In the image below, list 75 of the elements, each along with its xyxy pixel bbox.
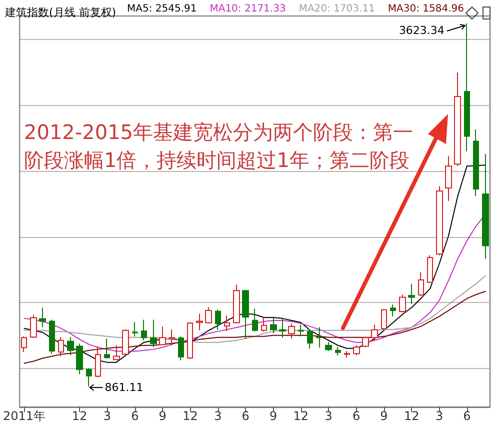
x-tick-label: 9 (380, 409, 388, 423)
candlestick (473, 128, 479, 196)
candlestick (122, 328, 129, 356)
candlestick (169, 328, 175, 346)
candlestick (187, 322, 193, 360)
candlestick (252, 308, 258, 332)
candlestick (288, 323, 295, 340)
candlestick (58, 336, 64, 357)
x-tick-label: 6 (242, 409, 250, 423)
candlestick (325, 342, 332, 352)
annotation: 2012-2015年基建宽松分为两个阶段：第一阶段涨幅1倍，持续时间超过1年；第二阶段 (24, 119, 414, 174)
candlestick (408, 283, 415, 304)
candlestick (270, 317, 277, 334)
candlestick (76, 343, 83, 375)
x-tick-label: 12 (182, 409, 198, 423)
x-tick-label: 6 (463, 409, 471, 423)
candlestick (21, 336, 27, 352)
candlestick (196, 313, 203, 331)
x-tick-label: 3 (324, 409, 332, 423)
candlestick (390, 304, 396, 317)
x-tick-label: 3 (103, 409, 112, 423)
candlestick (178, 336, 184, 361)
text: MA30: 1584.96 (388, 4, 464, 14)
text: MA5: 2545.91 (127, 4, 197, 14)
candlestick (132, 322, 138, 337)
candlestick (482, 154, 489, 260)
candlestick (261, 316, 267, 332)
candlestick (371, 324, 378, 341)
candlestick (353, 344, 360, 356)
candlestick (30, 314, 37, 339)
candlestick (224, 314, 230, 332)
candlestick (454, 72, 461, 166)
candlestick (436, 186, 443, 256)
candlestick (381, 308, 387, 330)
candlestick (316, 326, 323, 348)
candlestick (233, 284, 240, 324)
text: MA20: 1703.11 (298, 4, 375, 14)
x-tick-label: 3 (214, 409, 222, 423)
text: MA10: 2171.33 (210, 4, 286, 14)
candlestick (215, 309, 221, 330)
candlestick (242, 289, 249, 340)
candlestick (418, 272, 424, 296)
candlestick (344, 350, 350, 358)
candlestick (445, 156, 452, 202)
candlestick (67, 336, 74, 356)
candlestick (205, 306, 212, 324)
x-tick-label: 12 (293, 409, 309, 423)
candlestick (399, 294, 406, 313)
candlestick (159, 326, 166, 346)
x-tick-label: 12 (404, 409, 420, 423)
candlestick (141, 319, 147, 341)
x-tick-label: 9 (269, 409, 278, 423)
x-tick-label: 9 (158, 409, 166, 423)
candlestick (49, 319, 55, 354)
candlestick (362, 336, 369, 348)
chart-title: 建筑指数(月线 前复权) (4, 6, 116, 19)
candlestick (150, 319, 157, 348)
candlestick (464, 22, 470, 152)
annotation: 861.11 (104, 380, 144, 394)
x-tick-label: 6 (131, 409, 139, 423)
candlestick (298, 324, 304, 337)
x-tick-label: 6 (352, 409, 360, 423)
candlestick (307, 329, 313, 350)
candlestick (86, 368, 92, 387)
x-tick-label: 3 (435, 409, 444, 423)
candlestick (279, 317, 286, 338)
candlestick (104, 338, 110, 360)
candlestick (39, 307, 46, 328)
candlestick (427, 254, 433, 284)
x-tick-label: 12 (72, 409, 88, 423)
x-tick-label: 2011年 (2, 409, 46, 423)
candlestick (113, 344, 120, 361)
candlestick (95, 346, 101, 378)
annotation: 3623.34 (398, 24, 444, 38)
candlestick (335, 346, 341, 356)
